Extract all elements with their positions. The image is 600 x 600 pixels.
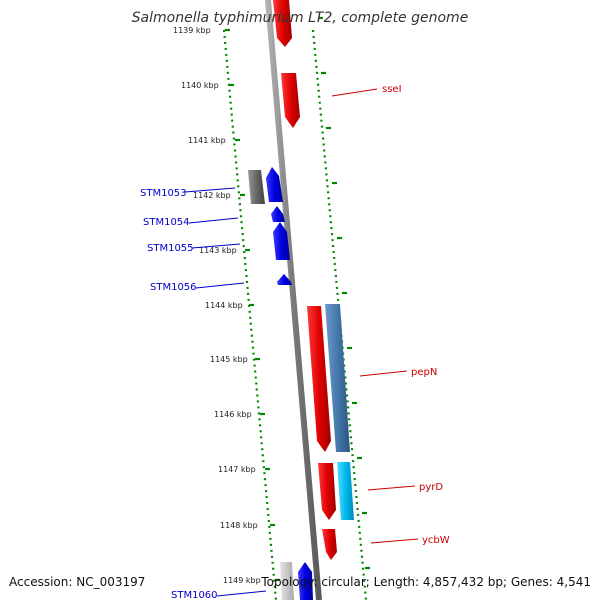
gene-arrow-ycbW[interactable] [322, 529, 337, 560]
gene-label-STM1055[interactable]: STM1055 [147, 243, 194, 254]
tick-label: 1146 kbp [214, 410, 252, 419]
gene-arrow-sseI[interactable] [281, 73, 300, 128]
gene-arrow-STM1056[interactable] [277, 274, 292, 285]
tick-label: 1148 kbp [220, 521, 258, 530]
tick-label: 1147 kbp [218, 465, 256, 474]
gene-label-sseI[interactable]: sseI [382, 84, 402, 95]
tick-label: 1145 kbp [210, 355, 248, 364]
gene-label-STM1056[interactable]: STM1056 [150, 282, 197, 293]
tick-label: 1144 kbp [205, 301, 243, 310]
genome-backbone [265, 0, 322, 600]
gene-label-STM1060[interactable]: STM1060 [171, 590, 218, 600]
gene-arrow-STM1053[interactable] [248, 170, 265, 204]
genome-summary-text: Topology: circular; Length: 4,857,432 bp… [260, 575, 591, 589]
gene-arrow-pepN[interactable] [307, 306, 331, 452]
inner-ring-ticks [225, 28, 280, 582]
gene-arrow[interactable] [280, 562, 294, 600]
tick-labels: 1139 kbp 1140 kbp 1141 kbp 1142 kbp 1143… [173, 26, 261, 585]
outer-ring-ticks [318, 16, 370, 570]
gene-label-STM1053[interactable]: STM1053 [140, 188, 187, 199]
gene-label-STM1054[interactable]: STM1054 [143, 217, 190, 228]
gene-arrow[interactable] [325, 304, 350, 452]
tick-label: 1142 kbp [193, 191, 231, 200]
tick-label: 1143 kbp [199, 246, 237, 255]
gene-label-pepN[interactable]: pepN [411, 367, 437, 378]
leader-lines [184, 88, 419, 597]
inner-dotted-ring [222, 29, 278, 600]
gene-arrow[interactable] [273, 0, 292, 47]
gene-arrow[interactable] [266, 167, 283, 202]
tick-label: 1141 kbp [188, 136, 226, 145]
gene-arrow-pyrD[interactable] [318, 463, 336, 520]
tick-label: 1139 kbp [173, 26, 211, 35]
accession-text: Accession: NC_003197 [9, 575, 145, 589]
tick-label: 1140 kbp [181, 81, 219, 90]
gene-label-ycbW[interactable]: ycbW [422, 535, 450, 546]
gene-arrow-STM1055[interactable] [273, 222, 290, 260]
gene-arrow[interactable] [337, 462, 354, 520]
gene-arrow-STM1060[interactable] [298, 562, 313, 600]
gene-arrow-STM1054[interactable] [271, 206, 285, 222]
map-title: Salmonella typhimurium LT2, complete gen… [132, 10, 469, 26]
tick-label: 1149 kbp [223, 576, 261, 585]
gene-label-pyrD[interactable]: pyrD [419, 482, 443, 493]
